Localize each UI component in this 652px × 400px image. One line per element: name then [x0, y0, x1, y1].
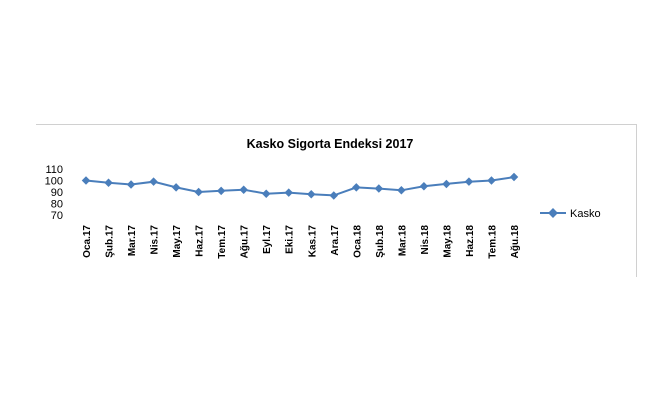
x-tick-label: Haz.18	[465, 225, 476, 257]
legend-label-kasko: Kasko	[570, 208, 601, 220]
data-point	[126, 180, 136, 189]
x-tick-label: Ağu.18	[510, 225, 521, 259]
data-point	[261, 189, 271, 198]
x-tick-label: Oca.18	[352, 225, 363, 258]
data-point	[397, 186, 406, 195]
x-tick-label: Eki.17	[285, 225, 296, 254]
x-tick-label: Tem.17	[217, 225, 228, 259]
data-point	[307, 190, 316, 199]
x-tick-label: Nis.18	[420, 225, 431, 255]
x-tick-label: May.18	[442, 225, 453, 258]
x-tick-label: Eyl.17	[262, 225, 273, 254]
data-point	[149, 177, 158, 186]
x-axis-ticks: Oca.17 Şub.17 Mar.17 Nis.17 May.17 Haz.17 Tem.…	[82, 225, 521, 259]
x-tick-label: Tem.18	[487, 225, 498, 259]
series-kasko	[81, 172, 519, 200]
chart-title: Kasko Sigorta Endeksi 2017	[247, 137, 414, 151]
y-tick-label: 70	[51, 210, 63, 222]
x-tick-label: Haz.17	[195, 225, 206, 257]
x-tick-label: Ara.17	[330, 225, 341, 256]
x-tick-label: May.17	[172, 225, 183, 258]
series-line	[85, 176, 515, 197]
data-point	[442, 179, 451, 189]
y-tick-label: 110	[45, 164, 63, 176]
data-point	[171, 183, 181, 192]
data-point	[81, 176, 91, 185]
data-point	[419, 182, 429, 191]
data-point	[464, 177, 474, 186]
y-tick-label: 90	[51, 187, 63, 199]
data-point	[509, 172, 519, 182]
data-point	[284, 188, 293, 197]
data-point	[194, 187, 203, 197]
data-point	[239, 185, 248, 194]
x-tick-label: Oca.17	[82, 225, 93, 258]
y-tick-label: 80	[51, 199, 63, 211]
x-tick-label: Ağu.17	[240, 225, 251, 259]
x-tick-label: Mar.17	[127, 225, 138, 257]
x-tick-label: Şub.18	[375, 225, 386, 258]
data-point	[329, 191, 339, 200]
data-point	[374, 184, 384, 193]
data-point	[352, 183, 361, 192]
legend-marker	[548, 208, 558, 218]
data-point	[216, 186, 226, 196]
x-tick-label: Şub.17	[105, 225, 116, 258]
data-point	[487, 176, 496, 185]
y-tick-label: 100	[45, 176, 63, 188]
data-point	[104, 178, 113, 188]
x-tick-label: Kas.17	[307, 225, 318, 258]
legend: Kasko	[540, 208, 601, 220]
chart-area	[36, 124, 637, 277]
x-tick-label: Nis.17	[150, 225, 161, 255]
x-tick-label: Mar.18	[397, 225, 408, 257]
